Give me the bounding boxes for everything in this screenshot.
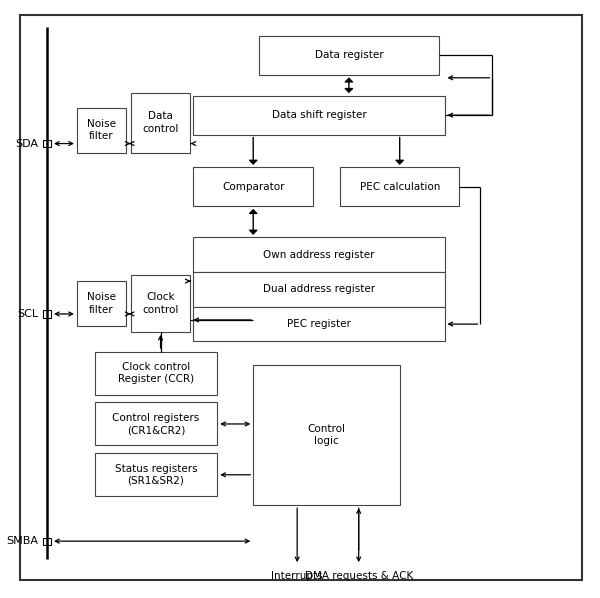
Bar <box>340 167 460 206</box>
Bar <box>131 275 190 332</box>
Bar <box>77 281 126 326</box>
Bar <box>43 538 50 545</box>
Text: Status registers
(SR1&SR2): Status registers (SR1&SR2) <box>115 463 197 486</box>
Text: PEC calculation: PEC calculation <box>359 182 440 192</box>
Bar <box>193 307 445 341</box>
Text: Noise
filter: Noise filter <box>87 292 116 315</box>
Text: DMA requests & ACK: DMA requests & ACK <box>305 571 413 581</box>
Text: SCL: SCL <box>17 309 38 319</box>
Text: Clock
control: Clock control <box>142 292 179 315</box>
Bar <box>193 272 445 307</box>
Text: Interrupts: Interrupts <box>271 571 323 581</box>
Text: Clock control
Register (CCR): Clock control Register (CCR) <box>118 362 194 385</box>
Bar <box>193 237 445 272</box>
Bar <box>253 365 400 505</box>
Text: PEC register: PEC register <box>287 319 351 329</box>
Bar <box>43 140 50 147</box>
Text: Own address register: Own address register <box>263 250 375 260</box>
Text: Data
control: Data control <box>142 111 179 134</box>
Bar <box>193 96 445 135</box>
Text: Control registers
(CR1&CR2): Control registers (CR1&CR2) <box>112 413 200 435</box>
Text: Data shift register: Data shift register <box>272 110 367 120</box>
Bar <box>131 93 190 152</box>
Bar <box>77 108 126 152</box>
Bar <box>193 167 313 206</box>
Bar <box>95 352 217 395</box>
Bar <box>95 402 217 446</box>
Text: SMBA: SMBA <box>6 536 38 546</box>
Text: SDA: SDA <box>15 139 38 148</box>
Text: Data register: Data register <box>314 50 383 60</box>
Text: Noise
filter: Noise filter <box>87 119 116 141</box>
Bar <box>259 36 439 75</box>
Text: Comparator: Comparator <box>222 182 284 192</box>
Bar <box>43 310 50 318</box>
Text: Control
logic: Control logic <box>307 424 346 446</box>
Text: Dual address register: Dual address register <box>263 285 375 294</box>
Bar <box>95 453 217 496</box>
